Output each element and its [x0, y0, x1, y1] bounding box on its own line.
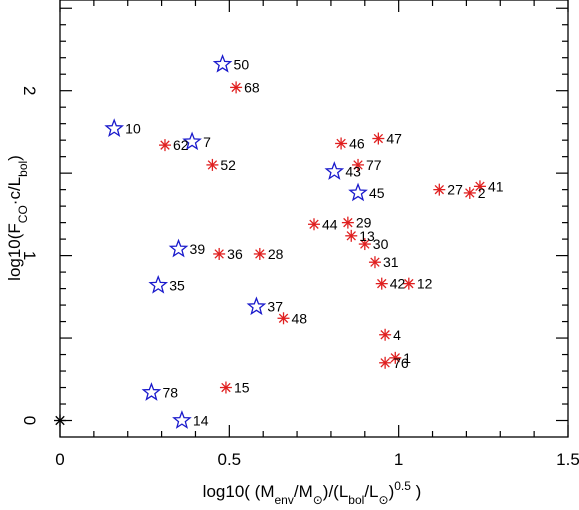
star-marker: [168, 238, 189, 258]
asterisk-marker: [206, 158, 219, 171]
point-label: 27: [447, 182, 463, 198]
point-label: 47: [386, 131, 402, 147]
asterisk-marker: [213, 247, 226, 260]
point-label: 30: [373, 236, 389, 252]
plot-frame: [59, 0, 569, 438]
x-tick-label: 1: [394, 450, 403, 469]
asterisk-marker: [277, 312, 290, 325]
point-label: 39: [190, 241, 206, 257]
point-label: 43: [345, 164, 361, 180]
asterisk-marker: [402, 277, 415, 290]
star-marker: [104, 118, 125, 137]
point-label: 41: [488, 178, 504, 194]
y-tick-label: 1: [20, 251, 39, 260]
point-label: 62: [173, 137, 189, 153]
point-label: 13: [359, 228, 375, 244]
x-tick-label: 0: [55, 450, 64, 469]
asterisk-marker: [253, 247, 266, 260]
point-label: 48: [292, 310, 308, 326]
star-marker: [141, 382, 162, 401]
asterisk-marker: [463, 186, 476, 199]
point-label: 37: [267, 299, 283, 315]
point-label: 15: [234, 380, 250, 396]
point-label: 1: [403, 350, 411, 366]
y-axis-title: log10(FCO·c/Lbol): [5, 155, 30, 281]
star-marker: [246, 296, 267, 316]
asterisk-marker: [345, 229, 358, 242]
star-marker: [182, 131, 202, 151]
point-label: 10: [125, 121, 141, 137]
point-label: 4: [393, 327, 401, 343]
point-label: 12: [417, 276, 433, 292]
asterisk-marker: [230, 81, 243, 94]
star-marker: [148, 274, 169, 294]
data-markers: [54, 53, 486, 429]
point-label: 36: [227, 246, 243, 262]
asterisk-marker: [219, 381, 232, 394]
point-label: 68: [244, 79, 260, 95]
x-tick-label: 0.5: [218, 450, 242, 469]
point-label: 7: [203, 134, 211, 150]
star-marker: [212, 53, 233, 73]
asterisk-marker: [358, 238, 371, 251]
asterisk-marker: [352, 158, 365, 171]
x-axis-title: log10( (Menv/M⊙)/(Lbol/L⊙)0.5 ): [203, 479, 422, 507]
point-label: 14: [193, 413, 209, 429]
axis-ticks: [59, 0, 569, 437]
point-label: 50: [234, 56, 250, 72]
point-label: 35: [169, 277, 185, 293]
star-marker: [172, 410, 192, 429]
point-label: 44: [322, 216, 338, 232]
y-tick-label: 2: [20, 86, 39, 95]
asterisk-marker: [341, 216, 354, 229]
asterisk-marker: [375, 277, 388, 290]
asterisk-marker: [379, 356, 392, 369]
asterisk-marker: [308, 218, 320, 231]
point-label: 2: [478, 185, 486, 201]
x-tick-label: 1.5: [556, 450, 579, 469]
asterisk-marker: [433, 183, 446, 196]
point-label: 77: [366, 157, 382, 173]
asterisk-marker: [473, 180, 486, 193]
asterisk-marker: [158, 139, 171, 152]
point-label: 46: [349, 135, 365, 151]
asterisk-marker: [54, 414, 66, 427]
point-label: 31: [383, 254, 399, 270]
point-label: 28: [268, 246, 284, 262]
point-label: 78: [162, 384, 178, 400]
point-label: 52: [220, 157, 236, 173]
star-marker: [324, 161, 345, 180]
asterisk-marker: [379, 328, 392, 341]
point-label: 76: [393, 355, 409, 371]
asterisk-marker: [335, 137, 348, 150]
y-tick-label: 0: [20, 416, 39, 425]
asterisk-marker: [389, 351, 402, 364]
asterisk-marker: [368, 256, 381, 269]
point-label: 42: [390, 276, 406, 292]
point-label: 45: [369, 185, 385, 201]
point-label: 29: [356, 215, 372, 231]
asterisk-marker: [372, 132, 385, 145]
star-marker: [348, 182, 368, 202]
